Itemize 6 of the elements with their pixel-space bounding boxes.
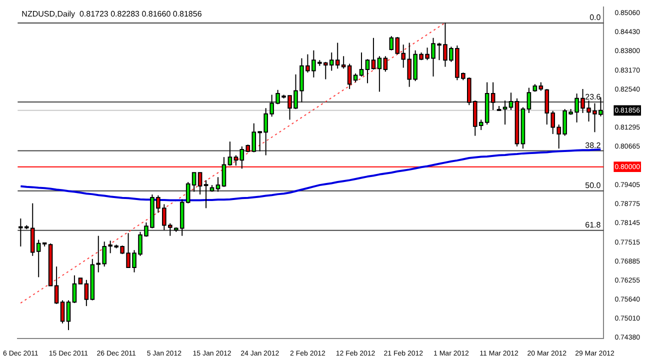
annotation: 0.0 (590, 13, 602, 22)
chart-title: NZDUSD,Daily 0.81723 0.82283 0.81660 0.81856 (22, 9, 202, 18)
annotation: 50.0 (585, 181, 602, 190)
annotation: 23.6 (585, 92, 602, 102)
annotation: 61.8 (585, 220, 602, 230)
annotation: 38.2 (585, 140, 602, 150)
